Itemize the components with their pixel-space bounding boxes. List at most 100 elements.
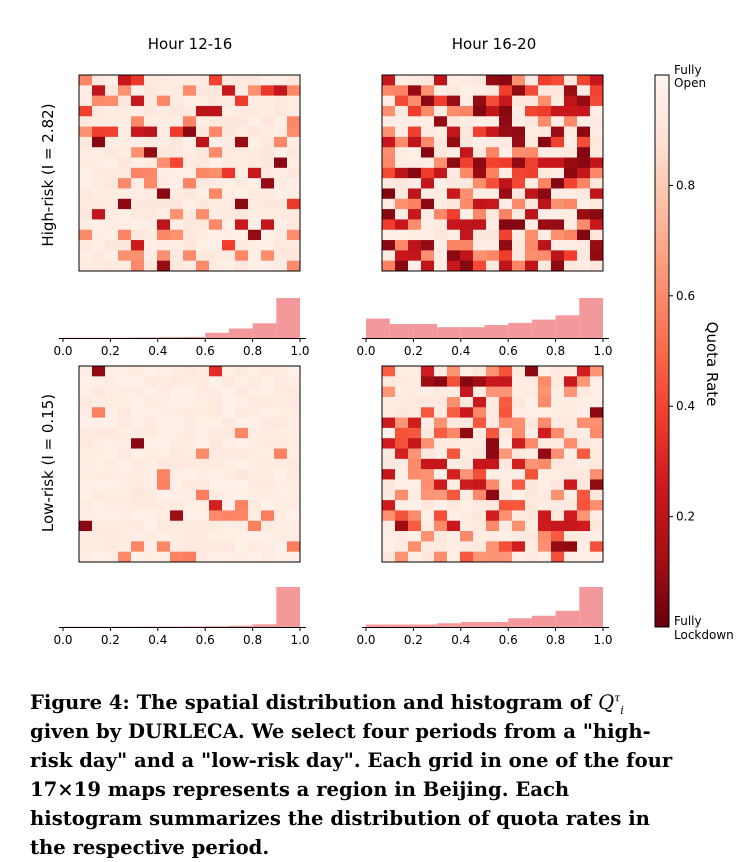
heatmap-cell	[590, 500, 603, 511]
heatmap-cell	[144, 510, 157, 521]
heatmap-cell	[590, 137, 603, 148]
heatmap-cell	[421, 552, 434, 563]
colorbar-gradient	[655, 75, 669, 627]
heatmap-cell	[590, 490, 603, 501]
heatmap-cell	[421, 500, 434, 511]
heatmap-cell	[274, 75, 287, 86]
heatmap-cell	[105, 366, 118, 377]
heatmap-cell	[131, 147, 144, 158]
heatmap-cell	[590, 209, 603, 220]
heatmap-cell	[79, 219, 92, 230]
heatmap-cell	[408, 85, 421, 96]
heatmap-cell	[92, 541, 105, 552]
heatmap-cell	[434, 116, 447, 127]
heatmap-cell	[564, 261, 577, 272]
heatmap-cell	[590, 366, 603, 377]
heatmap-cell	[261, 459, 274, 470]
heatmap-cell	[486, 261, 499, 272]
heatmap-cell	[551, 438, 564, 449]
heatmap-cell	[157, 168, 170, 179]
heatmap-cell	[590, 479, 603, 490]
heatmap-cell	[131, 106, 144, 117]
heatmap-cell	[590, 158, 603, 169]
heatmap-cell	[183, 490, 196, 501]
heatmap-cell	[131, 168, 144, 179]
heatmap-cell	[395, 137, 408, 148]
heatmap-cell	[131, 230, 144, 241]
heatmap-cell	[486, 127, 499, 138]
heatmap-cell	[235, 387, 248, 398]
heatmap-cell	[551, 490, 564, 501]
heatmap-cell	[408, 531, 421, 542]
heatmap-cell	[261, 106, 274, 117]
heatmap-cell	[421, 490, 434, 501]
histogram-bar	[461, 327, 485, 338]
heatmap-cell	[196, 158, 209, 169]
heatmap-cell	[248, 387, 261, 398]
heatmap-cell	[512, 510, 525, 521]
heatmap-cell	[395, 178, 408, 189]
heatmap-cell	[248, 407, 261, 418]
heatmap-cell	[564, 500, 577, 511]
heatmap-cell	[196, 147, 209, 158]
heatmap-cell	[382, 250, 395, 261]
heatmap-cell	[421, 449, 434, 460]
heatmap-cell	[408, 168, 421, 179]
heatmap-panel	[382, 75, 603, 271]
heatmap-cell	[209, 240, 222, 251]
heatmap-cell	[105, 428, 118, 439]
heatmap-cell	[170, 178, 183, 189]
heatmap-cell	[118, 199, 131, 210]
heatmap-cell	[222, 469, 235, 480]
histogram-bar	[366, 319, 390, 338]
heatmap-cell	[157, 127, 170, 138]
heatmap-cell	[447, 490, 460, 501]
heatmap-cell	[131, 521, 144, 532]
heatmap-cell	[144, 541, 157, 552]
heatmap-cell	[512, 230, 525, 241]
heatmap-cell	[538, 521, 551, 532]
histogram-bar	[579, 298, 603, 338]
heatmap-cell	[261, 469, 274, 480]
heatmap-cell	[92, 407, 105, 418]
heatmap-cell	[79, 168, 92, 179]
heatmap-cell	[486, 230, 499, 241]
heatmap-cell	[105, 510, 118, 521]
heatmap-cell	[209, 552, 222, 563]
heatmap-cell	[222, 459, 235, 470]
heatmap-cell	[551, 479, 564, 490]
heatmap-cell	[577, 366, 590, 377]
histogram-bar	[253, 624, 277, 627]
heatmap-cell	[235, 500, 248, 511]
heatmap-cell	[235, 96, 248, 107]
heatmap-cell	[486, 490, 499, 501]
heatmap-cell	[564, 240, 577, 251]
heatmap-cell	[473, 96, 486, 107]
heatmap-cell	[170, 85, 183, 96]
heatmap-cell	[395, 500, 408, 511]
heatmap-cell	[564, 552, 577, 563]
heatmap-cell	[499, 158, 512, 169]
heatmap-cell	[447, 438, 460, 449]
heatmap-cell	[408, 500, 421, 511]
heatmap-cell	[248, 147, 261, 158]
histogram-bar	[508, 323, 532, 338]
heatmap-cell	[157, 510, 170, 521]
heatmap-cell	[434, 158, 447, 169]
heatmap-cell	[395, 127, 408, 138]
heatmap-cell	[447, 250, 460, 261]
heatmap-cell	[209, 250, 222, 261]
heatmap-cell	[209, 168, 222, 179]
heatmap-cell	[235, 552, 248, 563]
heatmap-cell	[105, 500, 118, 511]
heatmap-cell	[144, 500, 157, 511]
heatmap-cell	[538, 366, 551, 377]
heatmap-cell	[157, 85, 170, 96]
heatmap-cell	[131, 541, 144, 552]
heatmap-cell	[92, 127, 105, 138]
heatmap-cell	[287, 428, 300, 439]
heatmap-cell	[551, 459, 564, 470]
heatmap-cell	[131, 137, 144, 148]
heatmap-cell	[447, 188, 460, 199]
heatmap-cell	[551, 376, 564, 387]
